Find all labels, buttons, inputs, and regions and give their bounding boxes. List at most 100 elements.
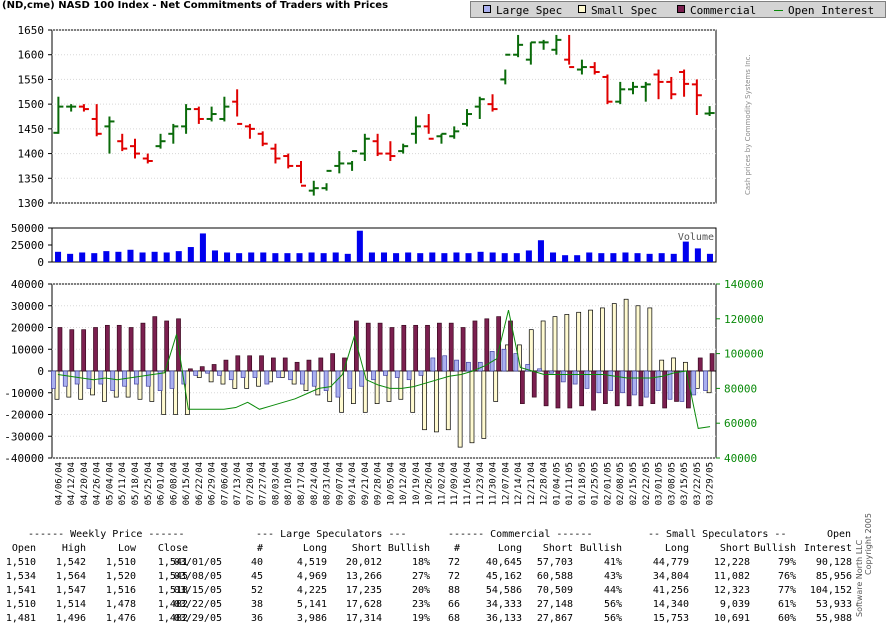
date-label: 05/25/04 (144, 462, 154, 505)
table-cell: 72 (447, 571, 460, 582)
commercial-bar (413, 324, 419, 372)
commercial-bar (425, 324, 430, 372)
volume-bar (211, 250, 218, 262)
volume-bar (574, 255, 581, 262)
volume-bar (236, 253, 243, 262)
header-large-spec: --- Large Speculators --- (256, 529, 407, 540)
volume-bar (308, 252, 315, 262)
date-label: 08/17/04 (297, 462, 307, 505)
legend-label: Large Spec (496, 4, 563, 17)
large-spec-bar (596, 370, 602, 394)
date-label: 09/28/04 (374, 462, 384, 505)
table-cell: 10,691 (713, 613, 750, 624)
commercial-bar (626, 370, 632, 407)
date-label: 03/22/05 (693, 462, 703, 505)
volume-bar (405, 252, 412, 262)
volume-bar (151, 251, 158, 262)
table-cell: 1,542 (55, 557, 86, 568)
small-spec-bar (362, 370, 368, 413)
volume-bar (598, 253, 605, 262)
volume-tick-label: 25000 (11, 239, 44, 252)
price-tick-label: 1650 (18, 24, 45, 37)
column-header: # (256, 543, 263, 554)
small-spec-bar (623, 298, 629, 372)
table-cell: 57,703 (536, 557, 573, 568)
table-cell: 61% (777, 599, 796, 610)
legend-small-spec: Small Spec (578, 4, 657, 17)
commercial-bar (188, 368, 193, 372)
table-cell: 88 (447, 585, 460, 596)
date-label: 03/01/05 (655, 462, 665, 505)
large-spec-bar (466, 361, 471, 372)
large-spec-bar (276, 370, 282, 378)
date-label: 11/09/04 (450, 462, 460, 505)
large-spec-bar (537, 368, 542, 372)
large-spec-bar (620, 370, 625, 394)
table-cell: 5,141 (296, 599, 327, 610)
table-cell: 03/01/05 (173, 557, 222, 568)
net-tick-label: -10000 (4, 387, 44, 400)
large-spec-bar (217, 370, 222, 376)
large-spec-bar (572, 370, 578, 385)
charts-svg: 1300 1350 1400 1450 1500 1550 1600 1650 0 25000 50… (4, 24, 764, 505)
date-label: 08/31/04 (323, 462, 333, 505)
commercial-bar (591, 370, 596, 411)
table-cell: 20% (411, 585, 430, 596)
date-label: 05/18/04 (131, 462, 141, 505)
small-spec-bar (220, 370, 226, 385)
commercial-bar (164, 320, 170, 372)
commercial-bar (306, 359, 312, 372)
small-spec-bar (659, 359, 665, 372)
date-label: 03/15/05 (680, 462, 690, 505)
legend-open-interest: Open Interest (774, 4, 874, 17)
date-label: 09/14/04 (348, 462, 358, 505)
commercial-bar (365, 322, 371, 372)
date-label: 11/16/04 (463, 462, 473, 505)
volume-bar (79, 252, 86, 262)
volume-bar (199, 233, 206, 262)
open-interest-line (57, 309, 711, 429)
table-cell: 38 (250, 599, 263, 610)
volume-bar (67, 253, 74, 262)
commercial-bar (128, 327, 134, 372)
column-header: # (453, 543, 460, 554)
header-weekly-price: ------ Weekly Price ------ (28, 529, 185, 540)
table-cell: 34,333 (485, 599, 522, 610)
commercial-bar (531, 370, 537, 398)
price-tick-label: 1400 (18, 148, 45, 161)
volume-bar (586, 252, 593, 262)
commercial-bar (199, 366, 205, 372)
commercial-bar (223, 359, 229, 372)
large-spec-bar (383, 370, 388, 376)
volume-bar (344, 253, 351, 262)
small-spec-bar (564, 314, 570, 372)
net-tick-label: 10000 (11, 343, 44, 356)
table-cell: 1,518 (157, 585, 188, 596)
large-spec-bar (430, 357, 436, 372)
table-cell: 85,956 (815, 571, 852, 582)
large-spec-bar (632, 370, 637, 396)
date-label: 07/13/04 (233, 462, 243, 505)
header-commercial: ------ Commercial ------ (448, 529, 593, 540)
price-panel-frame (51, 29, 717, 204)
table-cell: 1,547 (55, 585, 86, 596)
table-cell: 52 (250, 585, 263, 596)
date-label: 07/27/04 (259, 462, 269, 505)
volume-bar (634, 253, 641, 262)
large-spec-swatch (483, 5, 491, 13)
large-spec-bar (347, 370, 353, 389)
net-tick-label: 0 (37, 365, 44, 378)
date-label: 10/19/04 (412, 462, 422, 505)
table-cell: 12,228 (713, 557, 750, 568)
date-label: 01/25/05 (591, 462, 601, 505)
volume-bar (380, 252, 388, 262)
date-label: 03/29/05 (706, 462, 716, 505)
oi-tick-label: 40000 (724, 452, 757, 465)
table-cell: 41% (603, 557, 622, 568)
commercial-bar (152, 316, 158, 372)
large-spec-bar (371, 370, 376, 381)
volume-bar (658, 253, 665, 262)
date-label: 12/07/04 (501, 462, 511, 505)
commercial-bar (448, 322, 454, 372)
table-cell: 77% (777, 585, 796, 596)
